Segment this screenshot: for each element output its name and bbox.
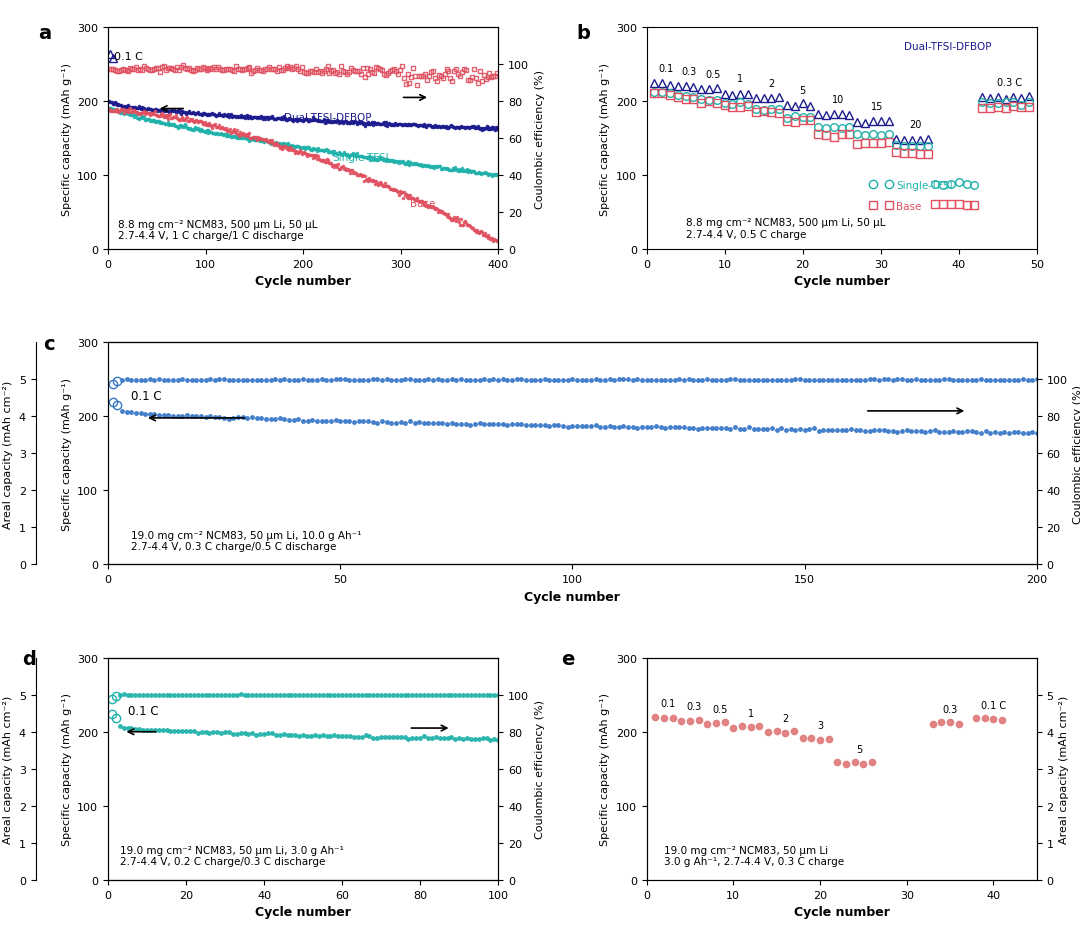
Text: 0.1 C: 0.1 C bbox=[127, 704, 158, 717]
Text: 5: 5 bbox=[855, 744, 862, 754]
Text: 19.0 mg cm⁻² NCM83, 50 μm Li
3.0 g Ah⁻¹, 2.7-4.4 V, 0.3 C charge: 19.0 mg cm⁻² NCM83, 50 μm Li 3.0 g Ah⁻¹,… bbox=[664, 845, 843, 867]
Y-axis label: Coulombic efficiency (%): Coulombic efficiency (%) bbox=[535, 69, 544, 209]
X-axis label: Cycle number: Cycle number bbox=[794, 905, 890, 918]
Text: 15: 15 bbox=[870, 102, 883, 112]
Text: 1: 1 bbox=[747, 709, 754, 719]
Text: 3: 3 bbox=[816, 720, 823, 730]
Text: 0.5: 0.5 bbox=[713, 704, 728, 714]
X-axis label: Cycle number: Cycle number bbox=[794, 275, 890, 288]
Y-axis label: Areal capacity (mAh cm⁻²): Areal capacity (mAh cm⁻²) bbox=[3, 695, 13, 843]
X-axis label: Cycle number: Cycle number bbox=[255, 275, 351, 288]
Text: Base: Base bbox=[410, 199, 436, 209]
Text: 5: 5 bbox=[799, 86, 806, 96]
Text: 8.8 mg cm⁻² NCM83, 500 μm Li, 50 μL
2.7-4.4 V, 1 C charge/1 C discharge: 8.8 mg cm⁻² NCM83, 500 μm Li, 50 μL 2.7-… bbox=[118, 219, 318, 241]
Text: 0.3: 0.3 bbox=[687, 701, 702, 711]
Text: Single-TFSI: Single-TFSI bbox=[333, 154, 389, 163]
Text: 2: 2 bbox=[768, 79, 774, 89]
Y-axis label: Areal capacity (mAh cm⁻²): Areal capacity (mAh cm⁻²) bbox=[3, 380, 13, 528]
Text: e: e bbox=[561, 650, 575, 668]
Y-axis label: Specific capacity (mAh g⁻¹): Specific capacity (mAh g⁻¹) bbox=[600, 63, 610, 215]
Text: 19.0 mg cm⁻² NCM83, 50 μm Li, 3.0 g Ah⁻¹
2.7-4.4 V, 0.2 C charge/0.3 C discharge: 19.0 mg cm⁻² NCM83, 50 μm Li, 3.0 g Ah⁻¹… bbox=[120, 845, 343, 867]
Text: 0.1: 0.1 bbox=[659, 64, 674, 74]
Text: 8.8 mg cm⁻² NCM83, 500 μm Li, 50 μL
2.7-4.4 V, 0.5 C charge: 8.8 mg cm⁻² NCM83, 500 μm Li, 50 μL 2.7-… bbox=[686, 218, 886, 240]
Text: 0.1 C: 0.1 C bbox=[132, 390, 162, 403]
Y-axis label: Coulombic efficiency (%): Coulombic efficiency (%) bbox=[535, 699, 544, 839]
Text: b: b bbox=[577, 23, 590, 43]
Text: Base: Base bbox=[896, 202, 921, 212]
Text: 0.1 C: 0.1 C bbox=[981, 700, 1005, 709]
Text: d: d bbox=[23, 650, 36, 668]
Text: c: c bbox=[43, 334, 55, 353]
Text: 1: 1 bbox=[738, 74, 743, 84]
Text: 10: 10 bbox=[832, 95, 843, 105]
Text: 0.3 C: 0.3 C bbox=[997, 78, 1022, 88]
Text: Single-TFSI: Single-TFSI bbox=[896, 182, 953, 191]
Text: 20: 20 bbox=[909, 120, 922, 130]
Text: a: a bbox=[38, 23, 51, 43]
Text: 0.5: 0.5 bbox=[705, 70, 720, 80]
Text: Dual-TFSI-DFBOP: Dual-TFSI-DFBOP bbox=[904, 42, 991, 52]
Y-axis label: Specific capacity (mAh g⁻¹): Specific capacity (mAh g⁻¹) bbox=[600, 693, 610, 845]
X-axis label: Cycle number: Cycle number bbox=[525, 590, 620, 603]
X-axis label: Cycle number: Cycle number bbox=[255, 905, 351, 918]
Text: 0.3: 0.3 bbox=[681, 66, 697, 77]
Text: 19.0 mg cm⁻² NCM83, 50 μm Li, 10.0 g Ah⁻¹
2.7-4.4 V, 0.3 C charge/0.5 C discharg: 19.0 mg cm⁻² NCM83, 50 μm Li, 10.0 g Ah⁻… bbox=[132, 530, 362, 551]
Text: Dual-TFSI-DFBOP: Dual-TFSI-DFBOP bbox=[284, 112, 372, 123]
Text: 2: 2 bbox=[782, 713, 788, 724]
Text: 0.3: 0.3 bbox=[943, 704, 958, 714]
Text: 0.1: 0.1 bbox=[661, 698, 676, 709]
Text: 0.1 C: 0.1 C bbox=[113, 51, 143, 62]
Y-axis label: Specific capacity (mAh g⁻¹): Specific capacity (mAh g⁻¹) bbox=[62, 377, 71, 531]
Y-axis label: Specific capacity (mAh g⁻¹): Specific capacity (mAh g⁻¹) bbox=[62, 63, 71, 215]
Y-axis label: Areal capacity (mAh cm⁻²): Areal capacity (mAh cm⁻²) bbox=[1059, 695, 1069, 843]
Y-axis label: Coulombic efficiency (%): Coulombic efficiency (%) bbox=[1074, 385, 1080, 523]
Y-axis label: Specific capacity (mAh g⁻¹): Specific capacity (mAh g⁻¹) bbox=[62, 693, 71, 845]
